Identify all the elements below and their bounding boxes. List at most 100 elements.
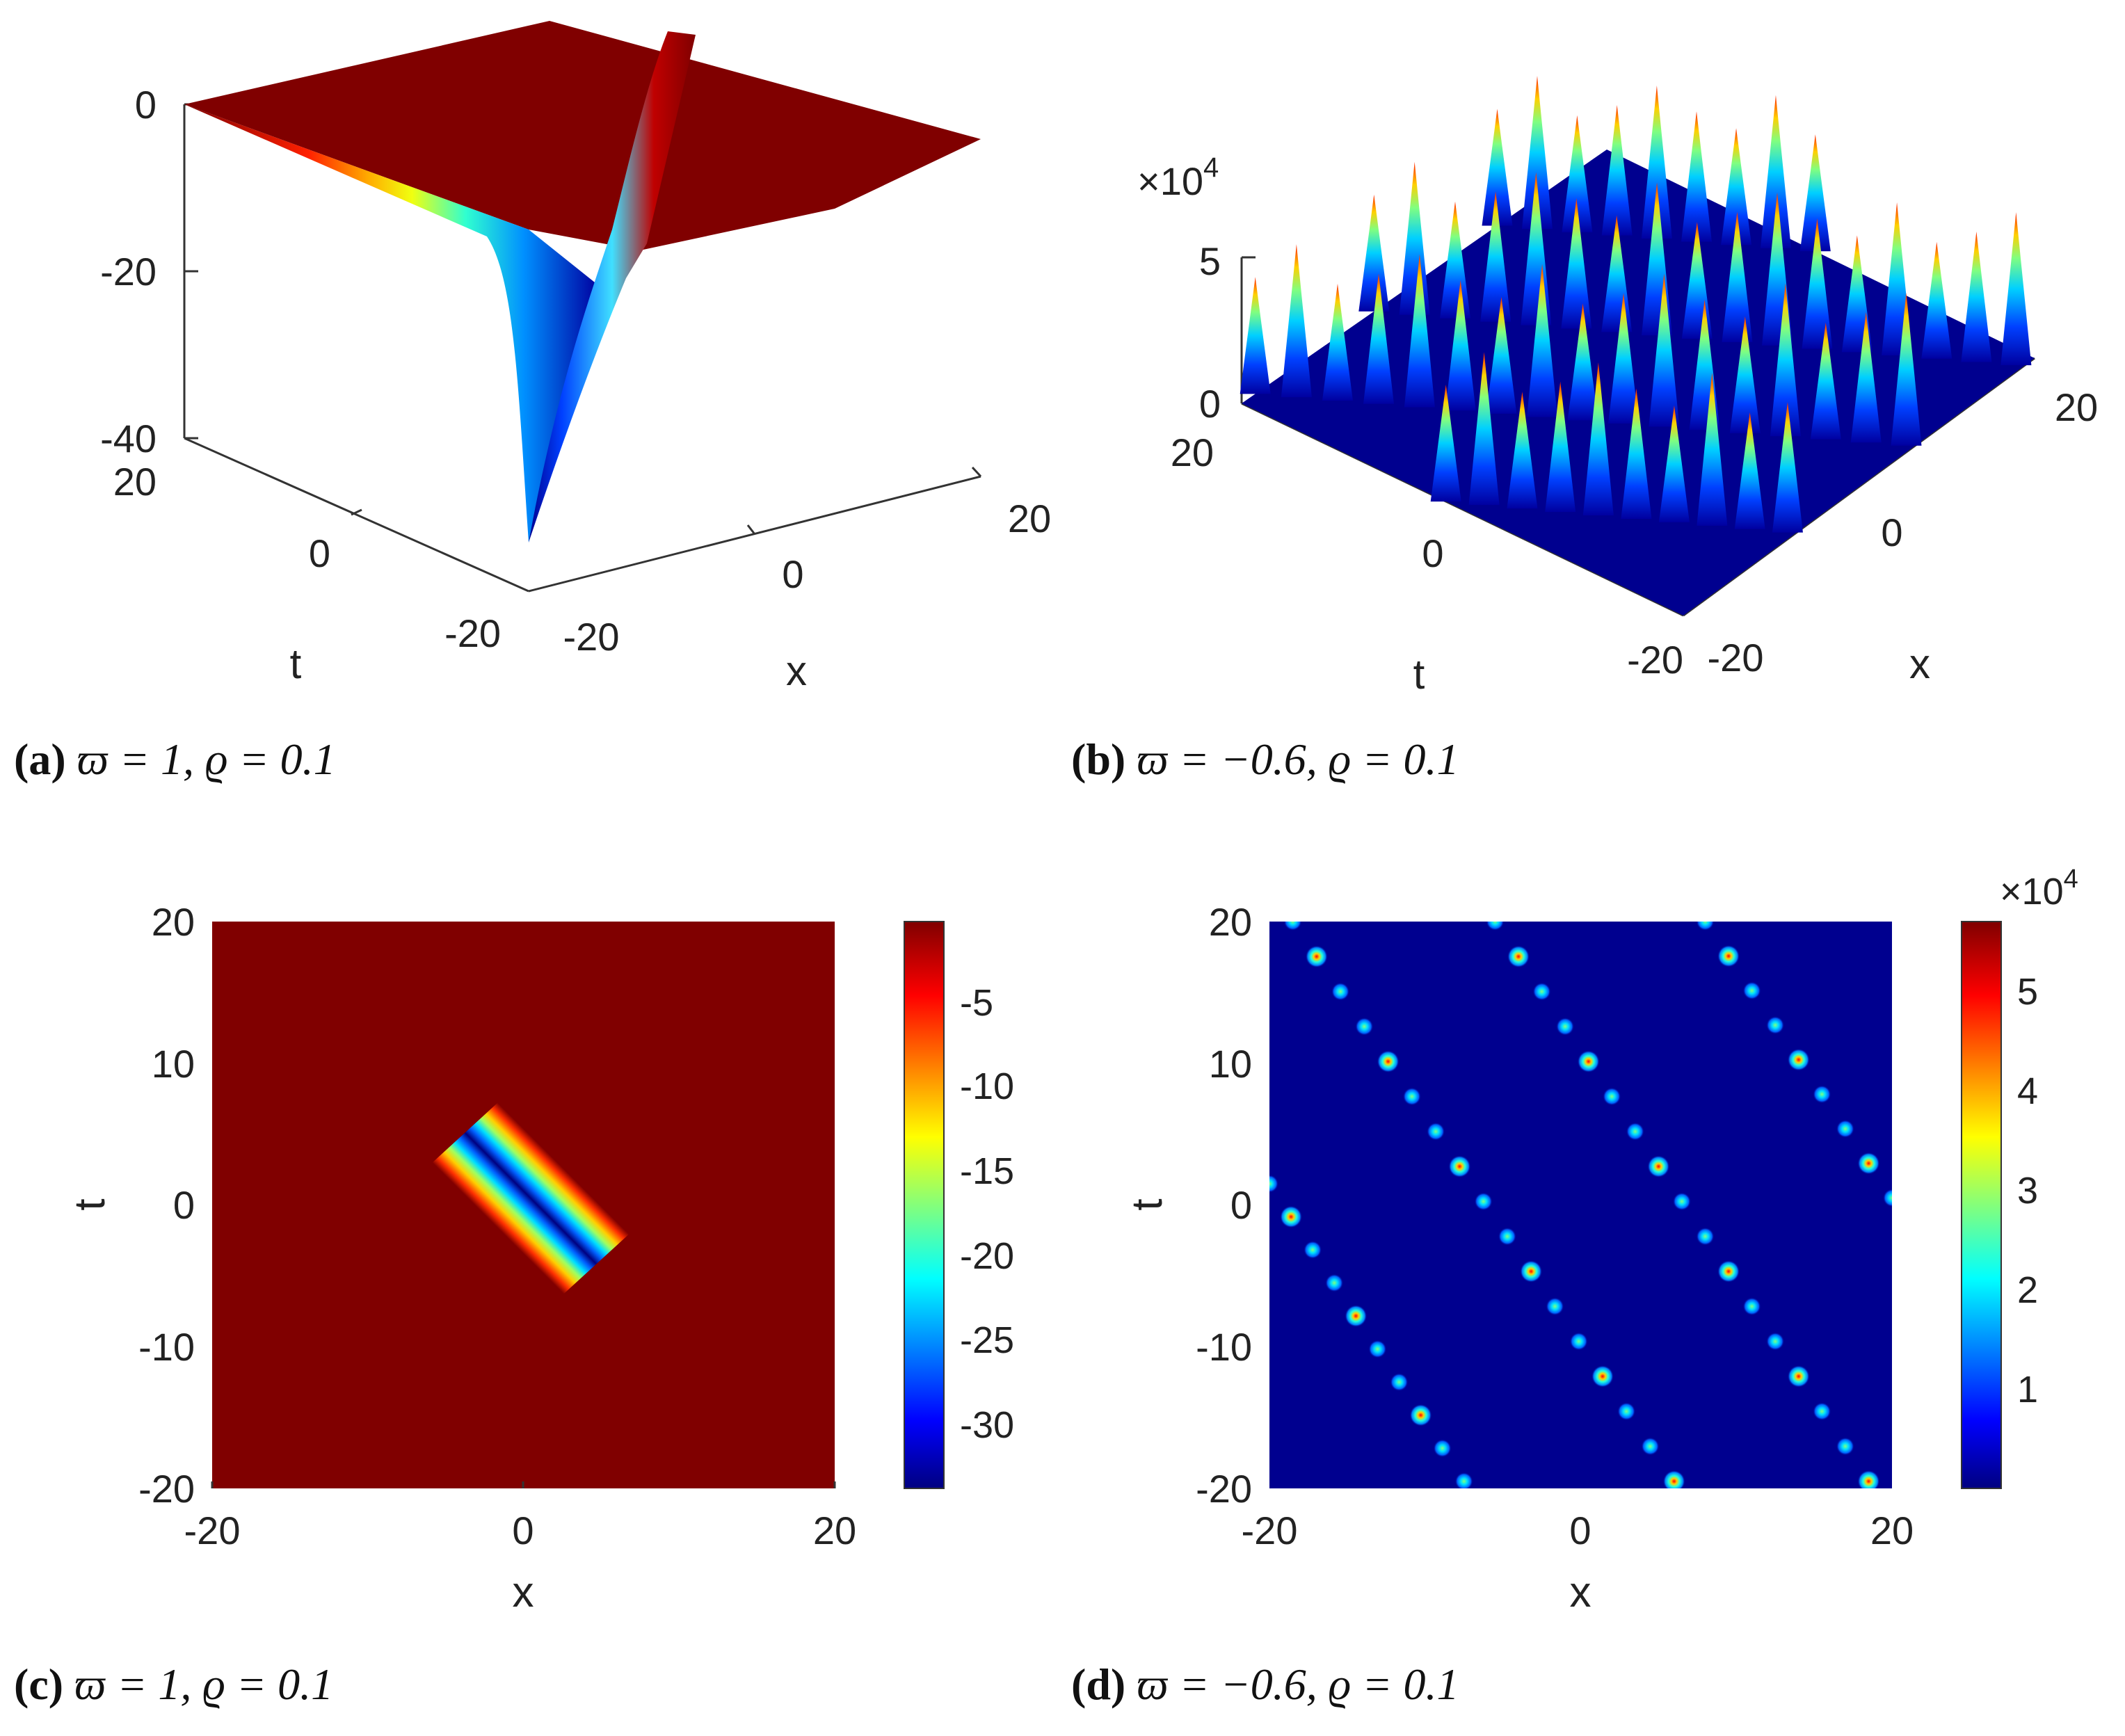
caption-b-math: ϖ = −0.6, ϱ = 0.1 (1137, 734, 1459, 784)
panel-c-xtick-minus20: -20 (184, 1509, 241, 1552)
panel-b-peak-3 (1601, 104, 1633, 236)
panel-c-ytick-0: 0 (173, 1183, 195, 1227)
panel-d-ytick-0: 0 (1230, 1183, 1252, 1227)
panel-d-blob-27 (1486, 922, 1505, 931)
panel-d-cbar-tick-4: 4 (2017, 1070, 2038, 1112)
panel-c-ytick-minus10: -10 (138, 1325, 195, 1369)
panel-b-peak-9 (1358, 194, 1390, 312)
panel-d-blob-24 (1617, 1402, 1636, 1421)
panel-d-xlabel: x (1570, 1568, 1591, 1616)
panel-c-heatmap: 20 10 0 -10 -20 -20 0 20 x t -5 -10 -15 … (66, 900, 1014, 1616)
panel-b-peak-28 (1322, 283, 1353, 401)
panel-b-peak-25 (2000, 212, 2032, 366)
panel-d-blob-8 (1433, 1439, 1452, 1458)
caption-c: (c) ϖ = 1, ϱ = 0.1 (14, 1659, 333, 1710)
panel-d-blob-11 (1305, 945, 1328, 968)
panel-b-peak-26 (1240, 277, 1271, 394)
panel-b-peak-27 (1281, 244, 1312, 398)
panel-b-peak-32 (1486, 296, 1517, 414)
panel-d-xtick-minus20: -20 (1242, 1509, 1298, 1552)
panel-c-xtick-20: 20 (813, 1509, 856, 1552)
panel-d-blob-42 (1836, 1437, 1854, 1456)
panel-b-peak-51 (1734, 412, 1765, 529)
panel-c-cbar-tick-minus25: -25 (960, 1319, 1014, 1361)
panel-b-peak-33 (1527, 264, 1558, 417)
panel-b-xtick-minus20: -20 (1708, 636, 1764, 680)
panel-d-blob-29 (1532, 982, 1551, 1001)
panel-b-peak-38 (1729, 316, 1761, 433)
caption-d: (d) ϖ = −0.6, ϱ = 0.1 (1071, 1659, 1459, 1710)
panel-b-ylabel: t (1413, 651, 1425, 698)
panel-c-xlabel: x (513, 1568, 534, 1616)
panel-b-peak-21 (1841, 235, 1873, 353)
panel-c-colorbar (904, 921, 945, 1489)
panel-b-peak-52 (1772, 402, 1803, 533)
panel-a-xtick-0: 0 (782, 552, 803, 596)
panel-d-blob-25 (1641, 1437, 1660, 1456)
panel-d-blob-4 (1345, 1305, 1368, 1328)
panel-a-xtick-minus20: -20 (563, 615, 620, 659)
panel-b-peak-5 (1681, 111, 1713, 242)
caption-a-math: ϖ = 1, ϱ = 0.1 (77, 734, 336, 784)
panel-b-base-plane (1242, 150, 2035, 616)
panel-d-cbar-tick-5: 5 (2017, 971, 2038, 1013)
panel-b-peak-12 (1480, 191, 1511, 322)
panel-d-blob-21 (1546, 1297, 1564, 1316)
panel-c-xtick-0: 0 (512, 1509, 534, 1552)
panel-d-blob-19 (1498, 1227, 1516, 1246)
panel-d-blob-47 (1766, 1015, 1785, 1034)
panel-b-peak-40 (1810, 322, 1841, 440)
panel-c-ticks (211, 1481, 836, 1488)
panel-d-xtick-0: 0 (1569, 1509, 1591, 1552)
panel-d-cbar-tick-3: 3 (2017, 1170, 2038, 1212)
panel-d-heatmap: 20 10 0 -10 -20 -20 0 20 x t ×104 1 2 3 … (1123, 865, 2078, 1616)
caption-c-tag: (c) (14, 1659, 64, 1709)
panel-d-blob-2 (1304, 1241, 1322, 1260)
panel-d-blob-38 (1742, 1297, 1761, 1316)
caption-b-tag: (b) (1071, 734, 1126, 784)
panel-d-blob-22 (1569, 1332, 1588, 1351)
panel-b-peak-24 (1961, 231, 1992, 362)
panel-d-blob-6 (1390, 1373, 1409, 1392)
panel-d-blob-48 (1787, 1048, 1810, 1071)
panel-b-peak-20 (1802, 218, 1833, 349)
panel-c-band (212, 922, 835, 1488)
panel-d-blob-43 (1857, 1470, 1880, 1488)
panel-b-peak-47 (1582, 362, 1614, 516)
panel-d-ytick-minus20: -20 (1196, 1467, 1252, 1511)
panel-b-peak-30 (1404, 254, 1435, 408)
panel-b-peak-39 (1770, 283, 1801, 437)
panel-d-blob-12 (1331, 982, 1350, 1001)
panel-a-ttick-0: 0 (309, 531, 330, 575)
panel-c-cbar-tick-minus15: -15 (960, 1150, 1014, 1192)
panel-d-blob-18 (1474, 1192, 1493, 1211)
panel-d-blob-51 (1857, 1152, 1880, 1175)
panel-b-peak-1 (1521, 76, 1553, 230)
panel-d-blob-17 (1448, 1155, 1471, 1178)
panel-b-peak-11 (1439, 201, 1470, 319)
panel-d-blob-52 (1883, 1189, 1892, 1207)
panel-d-blob-36 (1696, 1227, 1715, 1246)
panel-b-peak-4 (1641, 86, 1672, 239)
panel-c-ylabel: t (66, 1198, 114, 1210)
panel-d-blob-39 (1766, 1332, 1785, 1351)
caption-b: (b) ϖ = −0.6, ϱ = 0.1 (1071, 734, 1459, 785)
panel-d-ylabel: t (1123, 1198, 1171, 1210)
panel-d-blob-23 (1591, 1365, 1614, 1388)
panel-d-cbar-tick-2: 2 (2017, 1269, 2038, 1311)
caption-a-tag: (a) (14, 734, 66, 784)
panel-b-peak-18 (1722, 211, 1753, 342)
panel-b-peak-45 (1507, 392, 1538, 509)
panel-d-colorbar-ticks: 1 2 3 4 5 (2017, 971, 2038, 1410)
panel-d-blob-31 (1577, 1050, 1600, 1073)
panel-d-blob-7 (1409, 1404, 1432, 1426)
panel-d-blob-5 (1368, 1340, 1387, 1358)
panel-d-xticks: -20 0 20 (1242, 1509, 1914, 1552)
panel-c-yticks: 20 10 0 -10 -20 (138, 900, 195, 1511)
panel-d-blob-13 (1355, 1017, 1374, 1036)
panel-d-blob-33 (1626, 1122, 1644, 1141)
panel-d-plot-area (1269, 922, 1892, 1488)
panel-b-peak-34 (1567, 303, 1598, 421)
panel-d-blob-49 (1813, 1085, 1831, 1104)
panel-a-valley-left (184, 104, 598, 542)
